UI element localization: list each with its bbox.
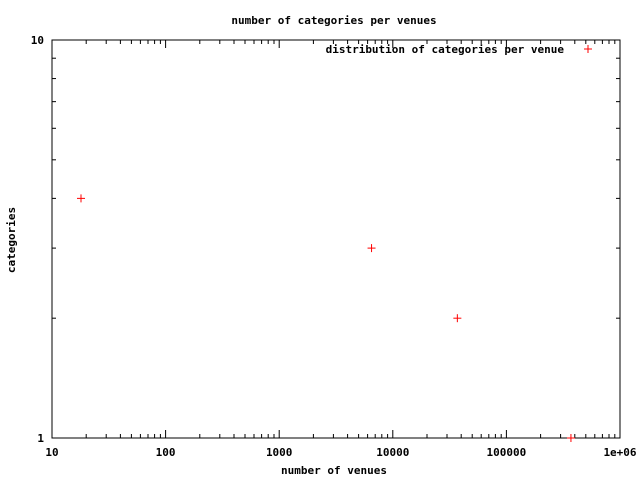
data-point bbox=[566, 434, 575, 442]
legend: distribution of categories per venue bbox=[326, 43, 592, 56]
data-point bbox=[76, 194, 85, 203]
chart-title: number of categories per venues bbox=[231, 14, 436, 27]
plot-frame bbox=[51, 39, 621, 439]
data-points bbox=[76, 194, 575, 442]
x-axis: 10 100 1000 10000 100000 1e+06 bbox=[45, 40, 637, 459]
x-tick-label: 1e+06 bbox=[603, 446, 636, 459]
x-axis-label: number of venues bbox=[281, 464, 387, 477]
y-axis: 1 10 bbox=[31, 34, 620, 445]
x-tick-label: 10000 bbox=[376, 446, 409, 459]
y-tick-label: 10 bbox=[31, 34, 44, 47]
legend-marker-symbol bbox=[584, 45, 592, 53]
y-tick-label: 1 bbox=[37, 432, 44, 445]
x-tick-label: 10 bbox=[45, 446, 58, 459]
legend-marker bbox=[584, 45, 592, 53]
data-point bbox=[367, 244, 376, 253]
x-tick-label: 1000 bbox=[266, 446, 293, 459]
y-axis-label: categories bbox=[5, 207, 18, 273]
legend-label: distribution of categories per venue bbox=[326, 43, 565, 56]
data-point bbox=[453, 314, 462, 323]
x-tick-label: 100 bbox=[156, 446, 176, 459]
x-tick-label: 100000 bbox=[487, 446, 527, 459]
